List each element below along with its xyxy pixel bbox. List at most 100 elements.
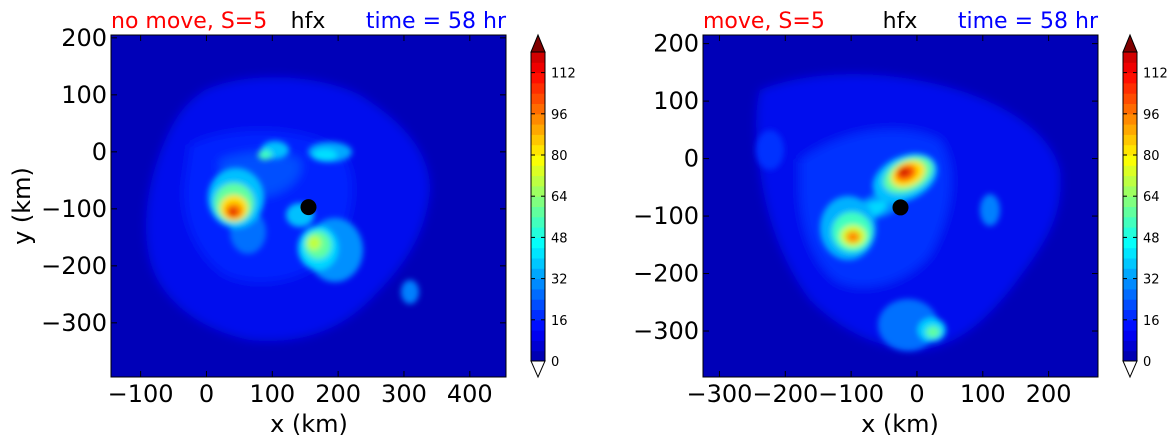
panel-a-colorbar-level bbox=[531, 340, 545, 352]
panel-b-colorbar-level bbox=[1123, 185, 1137, 197]
panel-a-colorbar-level bbox=[531, 52, 545, 63]
panel-b-ytick-label: 100 bbox=[653, 87, 699, 115]
panel-b-colorbar-level bbox=[1123, 165, 1137, 177]
panel-b-colorbar-level bbox=[1123, 330, 1137, 341]
panel-b-colorbar-level bbox=[1123, 299, 1137, 310]
panel-b-colorbar-level bbox=[1123, 206, 1137, 218]
panel-b-xtick-label: −200 bbox=[752, 380, 818, 408]
panel-a-colorbar-level bbox=[531, 278, 545, 290]
panel-a-colorbar-level bbox=[531, 93, 545, 104]
panel-a-colorbar-level bbox=[531, 206, 545, 218]
panel-b-colorbar-tick-label: 64 bbox=[1143, 190, 1160, 205]
panel-a-colorbar-tick-label: 32 bbox=[551, 273, 568, 288]
panel-a-heatmap bbox=[111, 35, 506, 377]
panel-b-colorbar-level bbox=[1123, 350, 1137, 362]
panel-a-xtick-label: 400 bbox=[447, 380, 493, 408]
panel-a-xtick-label: 200 bbox=[315, 380, 361, 408]
panel-b-colorbar-level bbox=[1123, 93, 1137, 104]
panel-b-colorbar-max-arrow bbox=[1122, 33, 1138, 53]
panel-move: move, S=5 hfx time = 58 hr bbox=[633, 9, 1168, 438]
panel-b-colorbar-tick-label: 80 bbox=[1143, 149, 1160, 164]
panel-b-colorbar-level bbox=[1123, 247, 1137, 259]
panel-a-colorbar-level bbox=[531, 185, 545, 197]
panel-b-colorbar-level bbox=[1123, 309, 1137, 321]
panel-a-xtick-label: 300 bbox=[381, 380, 427, 408]
panel-b-ytick-label: −100 bbox=[633, 202, 699, 230]
panel-b-ytick-label: 0 bbox=[684, 145, 699, 173]
panel-a-ytick-label: −200 bbox=[41, 252, 107, 280]
panel-a-colorbar-level bbox=[531, 288, 545, 300]
panel-b-colorbar: 0 16 32 48 64 80 96 112 bbox=[1122, 33, 1168, 379]
panel-b-title-center: hfx bbox=[883, 9, 918, 34]
panel-b-colorbar-level bbox=[1123, 340, 1137, 352]
panel-b-colorbar-level bbox=[1123, 124, 1137, 135]
panel-b-colorbar-level bbox=[1123, 227, 1137, 238]
panel-a-ytick-label: 100 bbox=[61, 81, 107, 109]
panel-no-move: no move, S=5 hfx time = 58 hr bbox=[8, 9, 576, 438]
panel-b-colorbar-level bbox=[1123, 288, 1137, 300]
panel-a-xtick-label: 100 bbox=[249, 380, 295, 408]
panel-b-colorbar-tick-label: 0 bbox=[1143, 355, 1151, 370]
panel-a-xlabel: x (km) bbox=[270, 410, 348, 438]
panel-a-colorbar-level bbox=[531, 309, 545, 321]
panel-b-colorbar-level bbox=[1123, 113, 1137, 125]
panel-a-colorbar-level bbox=[531, 72, 545, 84]
panel-a-colorbar: 0 16 32 48 64 80 96 112 bbox=[530, 33, 576, 379]
panel-a-title-left: no move, S=5 bbox=[111, 9, 267, 34]
panel-a-colorbar-level bbox=[531, 62, 545, 74]
panel-b-colorbar-level bbox=[1123, 72, 1137, 84]
panel-a-colorbar-tick-label: 16 bbox=[551, 314, 568, 329]
panel-b-colorbar-tick-label: 96 bbox=[1143, 108, 1160, 123]
panel-b-frame bbox=[702, 34, 1099, 378]
panel-b-colorbar-level bbox=[1123, 278, 1137, 290]
panel-a-colorbar-level bbox=[531, 165, 545, 177]
panel-b-colorbar-level bbox=[1123, 319, 1137, 331]
panel-a-colorbar-level bbox=[531, 124, 545, 135]
panel-b-xtick-label: −100 bbox=[818, 380, 884, 408]
panel-a-colorbar-tick-label: 0 bbox=[551, 355, 559, 370]
panel-a-ytick-label: −300 bbox=[41, 309, 107, 337]
panel-a-colorbar-level bbox=[531, 268, 545, 280]
panel-a-colorbar-level bbox=[531, 113, 545, 125]
panel-a-title-center: hfx bbox=[291, 9, 326, 34]
panel-a-colorbar-level bbox=[531, 227, 545, 238]
panel-b-colorbar-level bbox=[1123, 144, 1137, 156]
panel-a-colorbar-level bbox=[531, 196, 545, 207]
panel-b-xtick-label: 0 bbox=[909, 380, 924, 408]
panel-a-colorbar-level bbox=[531, 247, 545, 259]
panel-a-colorbar-max-arrow bbox=[530, 33, 546, 53]
panel-b-colorbar-level bbox=[1123, 52, 1137, 63]
panel-a-colorbar-level bbox=[531, 237, 545, 249]
panel-a-colorbar-min-arrow bbox=[530, 360, 546, 379]
panel-b-xtick-label: 200 bbox=[1026, 380, 1072, 408]
panel-a-colorbar-level bbox=[531, 319, 545, 331]
panel-a-colorbar-level bbox=[531, 216, 545, 228]
panel-b-xtick-label: 100 bbox=[960, 380, 1006, 408]
panel-b-colorbar-level bbox=[1123, 62, 1137, 74]
panel-b-xtick-label: −300 bbox=[686, 380, 752, 408]
panel-b-title-left: move, S=5 bbox=[703, 9, 825, 34]
panel-b-ytick-label: 200 bbox=[653, 30, 699, 58]
panel-a-title-right: time = 58 hr bbox=[366, 9, 507, 34]
panel-a-ytick-label: 0 bbox=[92, 138, 107, 166]
panel-b-colorbar-level bbox=[1123, 82, 1137, 94]
panel-b-colorbar-level bbox=[1123, 155, 1137, 166]
panel-b-colorbar-tick-label: 48 bbox=[1143, 231, 1160, 246]
panel-a-colorbar-tick-label: 112 bbox=[551, 67, 576, 82]
panel-b-ytick-label: −300 bbox=[633, 317, 699, 345]
panel-a-ticks: −100 0 100 200 300 400 200 100 0 −100 −200 −300 bbox=[41, 24, 506, 408]
panel-a-colorbar-level bbox=[531, 175, 545, 187]
panel-b-colorbar-level bbox=[1123, 103, 1137, 115]
panel-b-colorbar-level bbox=[1123, 258, 1137, 269]
panel-a-colorbar-tick-label: 48 bbox=[551, 231, 568, 246]
panel-b-colorbar-tick-label: 32 bbox=[1143, 273, 1160, 288]
panel-a-frame bbox=[110, 34, 507, 378]
panel-a-colorbar-level bbox=[531, 299, 545, 310]
panel-a-ytick-label: −100 bbox=[41, 195, 107, 223]
panel-b-colorbar-tick-label: 112 bbox=[1143, 67, 1168, 82]
panel-b-ytick-label: −200 bbox=[633, 260, 699, 288]
panel-b-colorbar-level bbox=[1123, 268, 1137, 280]
panel-b-colorbar-level bbox=[1123, 175, 1137, 187]
panel-b-colorbar-level bbox=[1123, 134, 1137, 146]
